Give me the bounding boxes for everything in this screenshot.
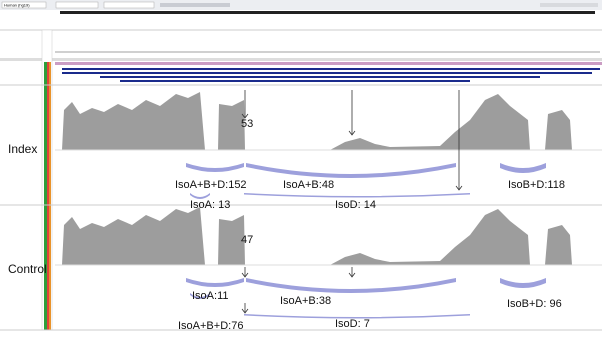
junction-label: IsoA+B:38 bbox=[280, 295, 331, 307]
junction-label: IsoD: 14 bbox=[335, 199, 376, 211]
igv-window: Human (hg19) Index 53 IsoA+B+D:152 IsoA+B:4… bbox=[0, 0, 602, 343]
coverage-label: 53 bbox=[241, 118, 253, 130]
coverage bbox=[62, 207, 572, 265]
junction-arc bbox=[246, 163, 456, 178]
zoom-control[interactable] bbox=[540, 3, 598, 7]
junction-arc bbox=[500, 163, 546, 173]
track-label: Index bbox=[8, 142, 37, 156]
gene-models bbox=[62, 68, 600, 82]
track-label: Control bbox=[8, 262, 47, 276]
ideogram-bands bbox=[60, 11, 595, 14]
locus-box[interactable] bbox=[104, 2, 154, 8]
junction-label: IsoA+B+D:152 bbox=[175, 179, 247, 191]
junction-arc bbox=[246, 278, 456, 293]
strip bbox=[47, 62, 49, 330]
junction-label: IsoA+B:48 bbox=[283, 179, 334, 191]
strip bbox=[49, 62, 51, 330]
coverage bbox=[62, 92, 572, 150]
junction-label: IsoD: 7 bbox=[335, 318, 370, 330]
sequence bbox=[55, 62, 602, 65]
genome-label: Human (hg19) bbox=[4, 3, 30, 8]
junction-label: IsoB+D: 96 bbox=[507, 298, 562, 310]
junction-label: IsoA:11 bbox=[192, 290, 229, 302]
coverage-label: 47 bbox=[241, 234, 253, 246]
chrom-box[interactable] bbox=[56, 2, 98, 8]
toolbar-icons[interactable] bbox=[160, 3, 230, 7]
junction-arc bbox=[244, 193, 470, 198]
junction-arc bbox=[186, 278, 244, 287]
divider bbox=[0, 58, 602, 61]
junction-arc bbox=[186, 163, 244, 172]
junction-arc bbox=[500, 278, 546, 288]
junction-label: IsoA+B+D:76 bbox=[178, 320, 243, 332]
junction-label: IsoB+D:118 bbox=[508, 179, 565, 191]
strip bbox=[44, 62, 47, 330]
